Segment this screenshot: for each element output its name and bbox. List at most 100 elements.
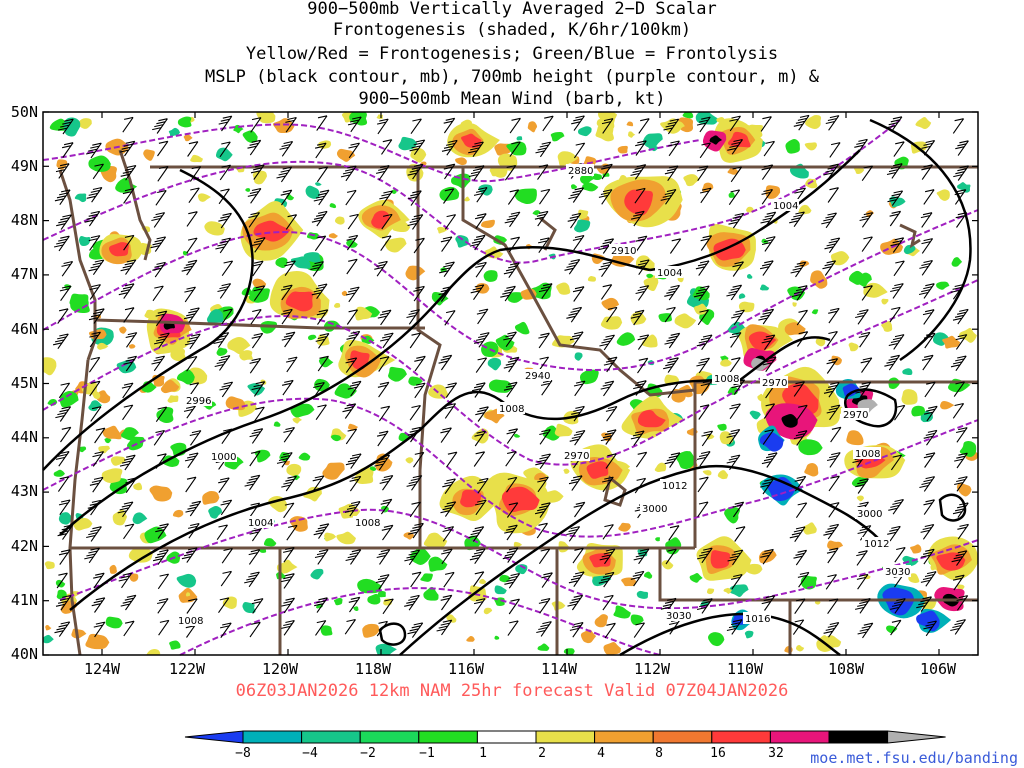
wind-barb xyxy=(443,571,455,588)
shade-cell xyxy=(550,131,565,142)
wind-barb xyxy=(409,404,421,421)
wind-barb xyxy=(860,357,873,373)
wind-barb xyxy=(345,453,362,469)
wind-barb xyxy=(155,523,169,539)
mslp-label: 1008 xyxy=(499,404,524,415)
shade-cell xyxy=(516,136,523,141)
lat-label: 44N xyxy=(10,428,38,446)
wind-barb xyxy=(219,622,232,639)
colorbar-swatch xyxy=(476,730,537,744)
wind-barb xyxy=(538,332,550,349)
source-url[interactable]: moe.met.fsu.edu/banding xyxy=(810,749,1018,767)
mslp-label: 1008 xyxy=(178,616,203,627)
shade-cell xyxy=(551,601,566,611)
wind-barb xyxy=(444,214,457,230)
shade-cell xyxy=(290,256,311,269)
shade-cell xyxy=(439,186,460,202)
wind-barb xyxy=(251,381,266,397)
shade-cell xyxy=(514,321,530,335)
shade-cell xyxy=(908,573,920,583)
wind-barb xyxy=(729,115,741,132)
shade-cell xyxy=(957,182,969,190)
wind-barb xyxy=(285,214,298,230)
wind-barb xyxy=(342,403,357,419)
shade-cell xyxy=(798,439,823,456)
wind-barb xyxy=(409,332,421,349)
wind-barb xyxy=(286,524,298,541)
wind-barb xyxy=(823,163,840,180)
wind-barb xyxy=(347,213,359,230)
wind-barb xyxy=(538,597,551,614)
shade-cell xyxy=(495,334,515,351)
wind-barb xyxy=(474,213,487,229)
wind-barb xyxy=(826,358,839,374)
wind-barb xyxy=(122,116,134,133)
wind-barb xyxy=(599,548,616,565)
wind-barb xyxy=(218,597,230,614)
wind-barb xyxy=(379,332,394,349)
shade-cell xyxy=(119,326,127,334)
wind-barb xyxy=(919,259,933,276)
shade-cell xyxy=(384,237,407,253)
wind-barb xyxy=(668,525,680,541)
wind-barb xyxy=(504,211,521,228)
wind-barb xyxy=(663,357,679,373)
wind-barb xyxy=(54,621,71,637)
wind-barb xyxy=(630,570,645,587)
wind-barb xyxy=(855,381,872,398)
shade-cell xyxy=(641,334,658,348)
wind-barb xyxy=(55,406,72,422)
wind-barb xyxy=(248,549,261,565)
wind-barb xyxy=(726,454,741,471)
wind-barb xyxy=(376,620,388,637)
colorbar-label: −2 xyxy=(360,746,376,761)
wind-barb xyxy=(696,598,713,614)
wind-barb xyxy=(89,331,101,348)
shade-cell xyxy=(362,623,380,638)
wind-barb xyxy=(509,141,521,157)
lat-label: 45N xyxy=(10,374,38,392)
shade-cell xyxy=(410,147,427,163)
wind-barb xyxy=(956,595,969,611)
colorbar-label: −4 xyxy=(302,746,318,761)
shade-cell xyxy=(936,552,966,571)
shade-cell xyxy=(355,306,373,321)
wind-barb xyxy=(921,139,936,156)
wind-barb xyxy=(660,188,677,205)
wind-barb xyxy=(475,261,487,278)
wind-barb xyxy=(536,522,548,539)
wind-barb xyxy=(186,355,198,372)
wind-barb xyxy=(762,356,777,373)
wind-barb xyxy=(410,118,422,135)
shade-cell xyxy=(738,301,755,313)
lon-label: 108W xyxy=(827,660,865,678)
shade-cell xyxy=(920,411,933,423)
wind-barb xyxy=(440,236,453,252)
shade-cell xyxy=(729,584,749,597)
shade-cell xyxy=(367,593,381,605)
wind-barb xyxy=(854,138,868,155)
height-label: 3000 xyxy=(642,504,667,515)
wind-barb xyxy=(953,165,969,181)
wind-barb xyxy=(793,381,805,397)
shade-cell xyxy=(936,281,950,290)
shade-cell xyxy=(408,376,423,386)
mslp-label: 1008 xyxy=(355,518,380,529)
shade-cell xyxy=(329,203,337,209)
wind-barb xyxy=(157,140,169,157)
wind-barb xyxy=(797,571,810,588)
wind-barb xyxy=(727,549,744,566)
wind-barb xyxy=(316,166,329,183)
wind-barb xyxy=(189,166,202,182)
wind-barb xyxy=(60,426,72,443)
wind-barb xyxy=(312,475,325,491)
mt-ab-notch xyxy=(539,216,557,251)
wind-barb xyxy=(791,285,808,301)
height-label: 2910 xyxy=(611,246,636,257)
wind-barb xyxy=(603,356,618,373)
lat-label: 47N xyxy=(10,265,38,283)
shade-cell xyxy=(674,313,697,329)
colorbar-swatch xyxy=(418,730,478,744)
wind-barb xyxy=(824,237,841,254)
mslp-1008-b xyxy=(739,336,831,381)
